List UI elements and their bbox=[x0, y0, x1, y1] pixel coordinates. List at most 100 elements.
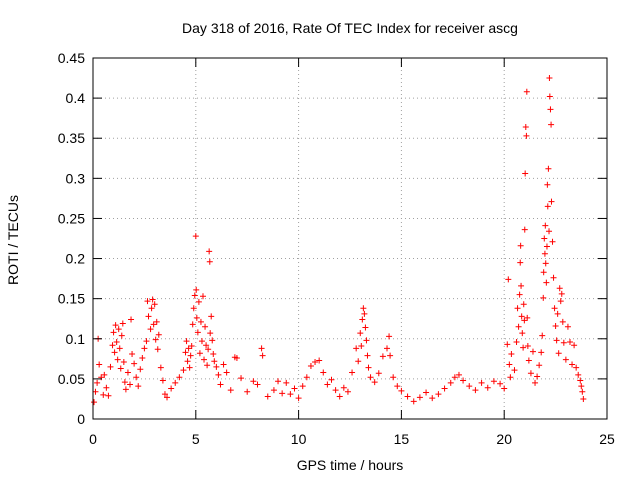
data-point bbox=[139, 355, 146, 362]
data-point bbox=[153, 318, 160, 325]
data-point bbox=[517, 259, 524, 266]
data-point bbox=[472, 387, 479, 394]
data-point bbox=[204, 362, 211, 369]
data-point bbox=[550, 274, 557, 281]
data-point bbox=[101, 371, 108, 378]
data-point bbox=[501, 385, 508, 392]
data-point bbox=[447, 379, 454, 386]
data-point bbox=[558, 290, 565, 297]
tick-labels: 0 5 10 15 20 25 0 0.05 0.1 0.15 0.2 0.25 0.3 0.35 0.4 0… bbox=[58, 50, 615, 447]
data-point bbox=[552, 322, 559, 329]
data-point bbox=[359, 316, 366, 323]
data-point bbox=[227, 387, 234, 394]
data-point bbox=[507, 374, 514, 381]
data-point bbox=[515, 323, 522, 330]
data-point bbox=[398, 387, 405, 394]
data-point bbox=[516, 291, 523, 298]
data-point bbox=[519, 330, 526, 337]
data-point bbox=[291, 385, 298, 392]
data-point bbox=[466, 383, 473, 390]
data-point bbox=[189, 321, 196, 328]
data-point bbox=[144, 298, 151, 305]
data-point bbox=[109, 342, 116, 349]
data-point bbox=[546, 75, 553, 82]
data-point bbox=[147, 326, 154, 333]
data-point bbox=[103, 384, 110, 391]
data-point bbox=[185, 345, 192, 352]
data-point bbox=[575, 371, 582, 378]
y-tick-label: 0.15 bbox=[58, 291, 85, 307]
data-point bbox=[279, 390, 286, 397]
data-point bbox=[541, 235, 548, 242]
data-point bbox=[504, 341, 511, 348]
data-point bbox=[580, 395, 587, 402]
data-point bbox=[441, 385, 448, 392]
data-point bbox=[182, 349, 189, 356]
data-point bbox=[118, 332, 125, 339]
data-point bbox=[133, 374, 140, 381]
data-point bbox=[141, 345, 148, 352]
data-point bbox=[553, 337, 560, 344]
data-point bbox=[349, 369, 356, 376]
data-point bbox=[540, 294, 547, 301]
data-point bbox=[527, 370, 534, 377]
data-point bbox=[340, 384, 347, 391]
data-point bbox=[544, 181, 551, 188]
data-point bbox=[536, 362, 543, 369]
data-point bbox=[161, 391, 168, 398]
axis-ticks bbox=[92, 57, 608, 420]
data-point bbox=[517, 242, 524, 249]
data-point bbox=[187, 352, 194, 359]
y-tick-label: 0.45 bbox=[58, 50, 85, 66]
data-point bbox=[303, 374, 310, 381]
data-point bbox=[209, 337, 216, 344]
data-point bbox=[525, 357, 532, 364]
data-point bbox=[357, 330, 364, 337]
data-point bbox=[404, 393, 411, 400]
data-point bbox=[523, 132, 530, 139]
data-point bbox=[511, 367, 518, 374]
data-point bbox=[541, 250, 548, 257]
data-point bbox=[534, 373, 541, 380]
data-point bbox=[233, 355, 240, 362]
data-point bbox=[328, 376, 335, 383]
data-point bbox=[196, 350, 203, 357]
data-point bbox=[394, 383, 401, 390]
data-point bbox=[390, 374, 397, 381]
data-point bbox=[119, 320, 126, 327]
data-point bbox=[520, 344, 527, 351]
data-point bbox=[547, 106, 554, 113]
y-axis-label: ROTI / TECUs bbox=[5, 195, 21, 285]
data-point bbox=[508, 351, 515, 358]
data-point bbox=[157, 364, 164, 371]
data-point bbox=[111, 349, 118, 356]
data-point bbox=[566, 338, 573, 345]
data-point bbox=[206, 258, 213, 265]
data-point bbox=[152, 336, 159, 343]
data-point bbox=[96, 361, 103, 368]
data-point bbox=[364, 352, 371, 359]
data-point bbox=[497, 380, 504, 387]
data-point bbox=[355, 358, 362, 365]
data-point bbox=[195, 298, 202, 305]
data-point bbox=[283, 379, 290, 386]
data-point bbox=[168, 385, 175, 392]
data-point bbox=[213, 363, 220, 370]
data-point bbox=[295, 395, 302, 402]
data-point bbox=[571, 342, 578, 349]
data-point bbox=[201, 356, 208, 363]
data-point bbox=[542, 222, 549, 229]
data-point bbox=[332, 387, 339, 394]
data-point bbox=[110, 329, 117, 336]
data-point bbox=[387, 352, 394, 359]
data-point bbox=[523, 88, 530, 95]
data-point bbox=[559, 318, 566, 325]
x-tick-label: 10 bbox=[291, 431, 307, 447]
data-point bbox=[197, 318, 204, 325]
data-point bbox=[543, 243, 550, 250]
data-point bbox=[202, 323, 209, 330]
data-point bbox=[107, 363, 114, 370]
data-point bbox=[435, 391, 442, 398]
y-tick-label: 0.05 bbox=[58, 371, 85, 387]
data-point bbox=[367, 374, 374, 381]
